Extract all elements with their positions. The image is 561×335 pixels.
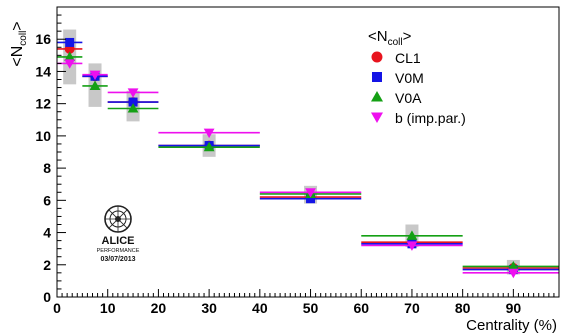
x-tick-label: 0 bbox=[53, 300, 61, 316]
series-v0a bbox=[57, 51, 559, 271]
alice-logo: ALICE PERFORMANCE 03/07/2013 bbox=[97, 205, 140, 263]
data-point bbox=[128, 97, 138, 107]
x-tick-label: 50 bbox=[303, 300, 319, 316]
legend-entry: CL1 bbox=[395, 50, 421, 66]
data-point bbox=[89, 80, 101, 90]
x-tick-label: 70 bbox=[404, 300, 420, 316]
data-point bbox=[89, 70, 101, 81]
legend-marker bbox=[371, 91, 383, 102]
data-point bbox=[406, 241, 418, 251]
logo-date: 03/07/2013 bbox=[100, 256, 135, 263]
x-tick-label: 20 bbox=[151, 300, 167, 316]
data-point bbox=[203, 128, 215, 139]
data-point bbox=[306, 194, 316, 204]
data-point bbox=[203, 141, 215, 152]
data-point bbox=[507, 260, 519, 271]
legend-marker bbox=[371, 51, 383, 63]
x-tick-label: 40 bbox=[252, 300, 268, 316]
y-tick-label: 8 bbox=[43, 160, 51, 176]
y-tick-label: 0 bbox=[43, 289, 51, 305]
data-series bbox=[57, 37, 559, 279]
y-tick-label: 16 bbox=[35, 31, 51, 47]
y-tick-label: 10 bbox=[35, 128, 51, 144]
data-point bbox=[127, 88, 139, 98]
y-tick-label: 14 bbox=[35, 63, 51, 79]
y-tick-label: 6 bbox=[43, 192, 51, 208]
legend-entry: V0A bbox=[395, 90, 422, 106]
data-point bbox=[64, 51, 76, 61]
data-point bbox=[64, 59, 76, 69]
legend-entry: V0M bbox=[395, 70, 424, 86]
legend-entry: b (imp.par.) bbox=[395, 110, 466, 126]
y-tick-label: 12 bbox=[35, 96, 51, 112]
x-tick-label: 10 bbox=[100, 300, 116, 316]
legend-marker bbox=[372, 72, 382, 82]
data-point bbox=[127, 103, 139, 113]
y-tick-label: 2 bbox=[43, 257, 51, 273]
alice-detector-icon bbox=[104, 205, 132, 233]
data-point bbox=[305, 188, 316, 198]
x-tick-label: 30 bbox=[201, 300, 217, 316]
data-point bbox=[406, 230, 418, 240]
x-axis-label: Centrality (%) bbox=[466, 317, 557, 334]
logo-name: ALICE bbox=[102, 235, 135, 247]
y-tick-label: 4 bbox=[43, 225, 51, 241]
data-point bbox=[65, 37, 75, 47]
x-tick-label: 80 bbox=[455, 300, 471, 316]
x-tick-label: 60 bbox=[353, 300, 369, 316]
logo-subtitle: PERFORMANCE bbox=[97, 248, 140, 254]
legend-marker bbox=[371, 112, 383, 123]
axes: 0 10 20 30 40 50 60 70 80 90 0 2 4 6 8 10 12 14 16 bbox=[35, 6, 560, 316]
series-b-imp-par- bbox=[57, 59, 559, 279]
data-point bbox=[507, 268, 519, 279]
x-tick-label: 90 bbox=[506, 300, 522, 316]
